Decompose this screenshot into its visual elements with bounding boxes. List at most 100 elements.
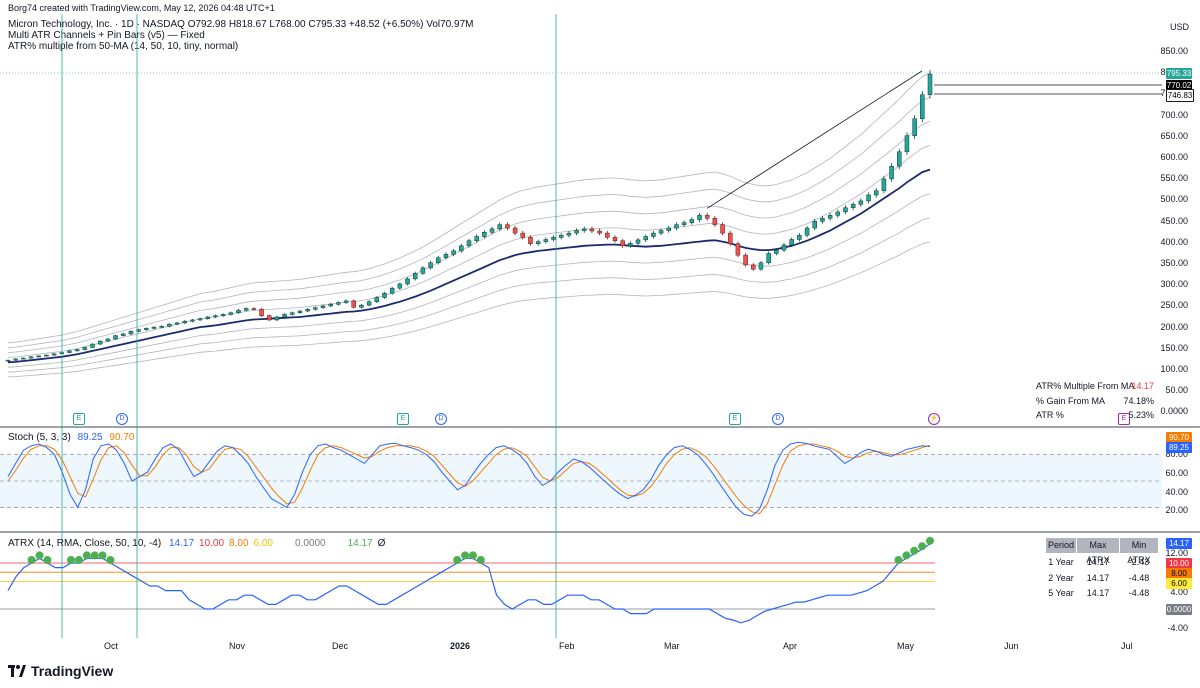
candle-body — [543, 239, 549, 242]
candle-body — [489, 228, 495, 233]
candle-body — [843, 207, 848, 213]
candle-body — [36, 355, 41, 358]
atrx-extreme-dot — [82, 551, 91, 560]
candle-body — [213, 315, 218, 318]
stoch-pane — [0, 441, 1162, 517]
candle-body — [305, 309, 310, 312]
candle-body — [551, 237, 556, 240]
candle-body — [359, 304, 364, 308]
candle-body — [881, 178, 887, 192]
atr-table-value: 74.18% — [1123, 395, 1154, 406]
candle-body — [282, 314, 287, 318]
candle-body — [735, 243, 741, 256]
price-axis-tick: 350.00 — [1160, 258, 1188, 268]
atrx-value-tag: 14.17 — [1166, 538, 1192, 549]
dividend-icon: D — [772, 413, 784, 425]
atrx-axis-tick: 4.00 — [1170, 587, 1188, 597]
candle-body — [366, 301, 372, 306]
tradingview-logo[interactable]: TradingView — [8, 663, 113, 679]
time-axis-label: Oct — [104, 641, 119, 651]
candle-body — [758, 262, 764, 270]
candle-body — [720, 224, 725, 234]
price-axis-tick: 400.00 — [1160, 236, 1188, 247]
stoch-value-tag: 90.70 — [1166, 432, 1192, 443]
price-axis-tick: 700.00 — [1160, 109, 1188, 120]
candle-body — [528, 237, 533, 244]
stoch-axis-tick: 60.00 — [1165, 468, 1188, 478]
atrx-title[interactable]: ATRX (14, RMA, Close, 50, 10, -4) 14.17 1… — [8, 538, 385, 549]
stoch-d-line — [7, 443, 931, 515]
candle-body — [774, 249, 779, 254]
ma50-line — [7, 168, 931, 364]
atrx-extreme-dot — [910, 546, 919, 555]
atrx-table-cell: 14.17 — [1086, 572, 1110, 583]
price-tag-label: 795.33 — [1166, 68, 1192, 79]
candle-body — [128, 331, 134, 335]
atrx-extreme-dot — [27, 556, 36, 564]
atrx-extreme-dot — [74, 556, 83, 564]
candle-body — [497, 224, 502, 230]
time-axis-label: Dec — [332, 641, 349, 651]
stoch-title[interactable]: Stoch (5, 3, 3) 89.25 90.70 — [8, 432, 134, 443]
dividend-icon: D — [116, 413, 128, 425]
vertical-markers — [61, 14, 557, 638]
candle-body — [904, 135, 910, 153]
dividend-icon: D — [435, 413, 447, 425]
atr-table-value: 5.23% — [1128, 410, 1154, 420]
atr-channel-bands — [7, 72, 931, 378]
earnings-icon: E — [729, 413, 741, 425]
candle-body — [850, 204, 856, 208]
stoch-axis-tick: 20.00 — [1165, 505, 1188, 515]
currency-label: USD — [1170, 22, 1190, 32]
candle-body — [704, 215, 710, 219]
pane-separators — [0, 72, 1200, 533]
atrx-extreme-dot — [926, 536, 934, 545]
candle-body — [51, 353, 57, 356]
candle-body — [205, 316, 211, 319]
candle-body — [574, 230, 579, 234]
atrx-extreme-dot — [476, 556, 485, 564]
candle-body — [835, 211, 841, 216]
indicator-1-label[interactable]: Multi ATR Channels + Pin Bars (v5) — Fix… — [8, 30, 205, 41]
stoch-d-value: 90.70 — [109, 432, 135, 443]
candle-body — [674, 224, 679, 229]
atrx-table-cell: 14.17 — [1086, 557, 1110, 567]
atr-table-label: ATR % — [1036, 410, 1064, 420]
time-axis-label: 2026 — [450, 641, 471, 651]
candle-body — [228, 312, 234, 315]
atrx-extreme-dot — [106, 556, 115, 564]
candle-body — [743, 254, 748, 266]
candle-body — [712, 218, 718, 225]
candle-body — [697, 215, 702, 220]
trend-line — [706, 70, 923, 209]
candle-body — [313, 307, 318, 310]
atrx-table-header: Period — [1046, 538, 1076, 553]
candle-body — [582, 228, 587, 231]
candle-body — [812, 221, 817, 229]
indicator-2-label[interactable]: ATR% multiple from 50-MA (14, 50, 10, ti… — [8, 41, 239, 52]
candle-body — [605, 232, 610, 238]
atrx-header-value: 10.00 — [199, 538, 225, 549]
candle-body — [236, 309, 241, 313]
stoch-k-value: 89.25 — [77, 432, 103, 443]
candle-body — [82, 347, 88, 350]
upcoming-earnings-icon: E — [1118, 413, 1130, 425]
candle-body — [297, 310, 303, 313]
atr-table-value: 14.17 — [1131, 381, 1154, 391]
ma50-path — [7, 168, 931, 364]
candle-body — [382, 293, 387, 298]
atr-table-label: % Gain From MA — [1036, 395, 1106, 406]
price-axis-tick: 0.0000 — [1160, 406, 1188, 417]
atr-band-1 — [7, 217, 931, 373]
symbol-info: Micron Technology, Inc. · 1D · NASDAQ O7… — [8, 19, 474, 30]
candle-body — [897, 151, 902, 167]
candle-body — [174, 322, 180, 325]
candle-body — [612, 237, 618, 241]
candle-body — [397, 283, 403, 289]
candle-body — [343, 300, 349, 303]
price-axis-tick: 550.00 — [1160, 173, 1188, 184]
candle-body — [820, 218, 825, 222]
candle-body — [789, 239, 794, 246]
time-axis-label: Jul — [1121, 641, 1133, 651]
